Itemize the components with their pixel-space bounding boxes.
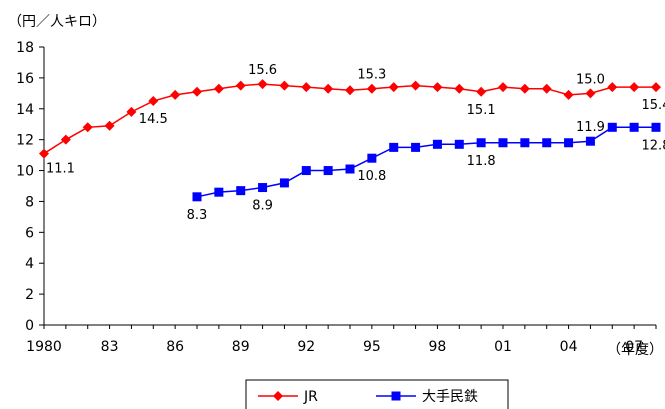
series-1-point — [542, 138, 552, 148]
series-0-point — [432, 82, 443, 93]
data-label: 8.9 — [252, 199, 273, 214]
series-0-point — [366, 83, 377, 94]
series-0-point — [60, 134, 71, 145]
x-tick-label: 89 — [232, 339, 250, 355]
series-1-point — [367, 153, 377, 163]
data-label: 11.8 — [467, 154, 496, 169]
y-tick-label: 8 — [25, 194, 34, 210]
series-1-point — [279, 178, 289, 188]
x-tick-label: 07 — [625, 339, 643, 355]
series-0-point — [39, 148, 49, 159]
series-1-point — [476, 138, 486, 148]
legend-marker-1 — [391, 391, 401, 401]
series-1-point — [498, 138, 508, 148]
series-0-point — [607, 82, 618, 93]
series-1-point — [389, 142, 399, 152]
series-0-point — [454, 83, 465, 94]
x-tick-label: 1980 — [26, 339, 62, 355]
data-label: 15.1 — [467, 103, 496, 118]
series-0-point — [519, 83, 530, 94]
series-0-point — [388, 82, 399, 93]
x-tick-label: 86 — [166, 339, 184, 355]
data-label: 14.5 — [139, 112, 168, 127]
series-0-point — [126, 106, 137, 117]
chart-legend: JR 大手民鉄 — [245, 379, 509, 409]
data-label: 10.8 — [357, 169, 386, 184]
series-0-point — [323, 83, 334, 94]
y-tick-label: 0 — [25, 318, 34, 334]
series-1-point — [192, 192, 202, 202]
legend-label-1: 大手民鉄 — [422, 389, 478, 405]
x-axis-unit-label: （年度） — [607, 342, 663, 358]
y-tick-label: 14 — [16, 102, 34, 118]
series-0-point — [213, 83, 224, 94]
series-1-point — [236, 186, 246, 196]
series-1-point — [564, 138, 574, 148]
y-tick-label: 18 — [16, 40, 34, 56]
series-0-point — [235, 80, 246, 91]
y-tick-label: 2 — [25, 287, 34, 303]
legend-marker-0 — [273, 391, 283, 401]
data-label: 15.3 — [357, 68, 386, 83]
y-tick-label: 6 — [25, 225, 34, 241]
series-0-point — [651, 82, 661, 93]
chart-axes: 0 2 4 6 8 10 12 14 16 18 1980 83 86 89 92 95 98 01 04 07 — [16, 40, 657, 355]
x-tick-label: 83 — [101, 339, 119, 355]
x-tick-label: 95 — [363, 339, 381, 355]
series-1-point — [454, 139, 464, 149]
chart-data-labels: 11.1 14.5 15.6 15.3 15.1 15.0 15.4 8.3 8.9 10.8 11… — [46, 63, 665, 223]
series-1-point — [651, 122, 661, 132]
data-label: 15.4 — [642, 98, 665, 113]
series-0-point — [82, 122, 93, 133]
y-tick-label: 4 — [25, 256, 34, 272]
x-tick-label: 04 — [560, 339, 578, 355]
y-tick-label: 10 — [16, 164, 34, 180]
y-tick-label: 12 — [16, 133, 34, 149]
series-0-point — [148, 96, 159, 107]
series-1-point — [214, 187, 224, 197]
series-1-point — [345, 164, 355, 174]
series-0-point — [476, 86, 487, 97]
series-0-point — [170, 89, 181, 100]
data-label: 15.6 — [248, 63, 277, 78]
series-1-point — [607, 122, 617, 132]
series-1-point — [432, 139, 442, 149]
series-line-1 — [196, 126, 656, 198]
legend-label-0: JR — [303, 389, 318, 405]
series-0-point — [345, 85, 355, 96]
series-1-point — [258, 183, 268, 193]
series-0-point — [257, 79, 268, 90]
series-1-point — [411, 142, 421, 152]
series-0-point — [498, 82, 508, 93]
legend-box — [245, 379, 509, 409]
series-0-point — [192, 86, 202, 97]
series-0-point — [629, 82, 640, 93]
data-label: 8.3 — [187, 208, 208, 223]
series-1-point — [520, 138, 530, 148]
x-tick-label: 01 — [494, 339, 512, 355]
chart-series-layer — [39, 79, 661, 202]
y-axis-unit-label: （円／人キロ） — [8, 14, 106, 30]
series-1-point — [301, 166, 311, 176]
series-0-point — [541, 83, 552, 94]
data-label: 11.1 — [46, 162, 75, 177]
series-0-point — [563, 89, 574, 100]
y-tick-label: 16 — [16, 71, 34, 87]
data-label: 11.9 — [576, 120, 605, 135]
data-label: 12.8 — [642, 138, 665, 153]
series-0-point — [279, 80, 290, 91]
series-0-point — [104, 120, 115, 131]
series-1-point — [629, 122, 639, 132]
series-0-point — [301, 82, 312, 93]
series-0-point — [410, 80, 421, 91]
x-tick-label: 92 — [297, 339, 315, 355]
x-tick-label: 98 — [429, 339, 447, 355]
series-1-point — [585, 136, 595, 146]
series-0-point — [585, 88, 596, 99]
series-1-point — [323, 166, 333, 176]
data-label: 15.0 — [576, 72, 605, 87]
